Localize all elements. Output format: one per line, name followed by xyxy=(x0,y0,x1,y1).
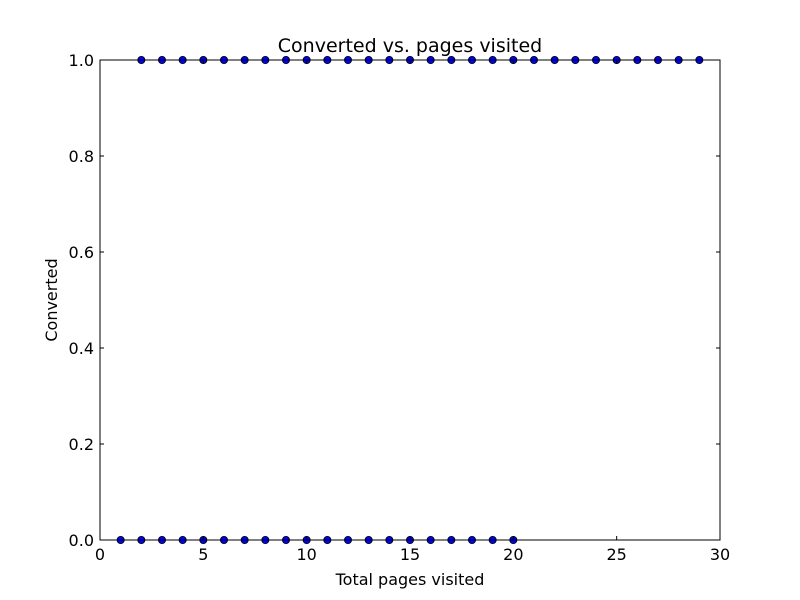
y-tick-label: 1.0 xyxy=(69,51,94,70)
x-tick-label: 30 xyxy=(710,545,730,564)
plot-area xyxy=(100,60,720,540)
x-tick-label: 25 xyxy=(606,545,626,564)
x-axis-label: Total pages visited xyxy=(335,570,485,589)
y-tick-label: 0.4 xyxy=(69,339,94,358)
y-tick-label: 0.6 xyxy=(69,243,94,262)
x-tick-label: 20 xyxy=(503,545,523,564)
plot-frame xyxy=(99,59,721,541)
y-tick-label: 0.2 xyxy=(69,435,94,454)
x-tick-label: 5 xyxy=(198,545,208,564)
x-tick-label: 15 xyxy=(400,545,420,564)
x-tick-label: 0 xyxy=(95,545,105,564)
y-tick-label: 0.0 xyxy=(69,531,94,550)
chart-title: Converted vs. pages visited xyxy=(278,35,542,57)
y-axis-label: Converted xyxy=(42,258,61,341)
labels-layer: 0 5 10 15 20 25 30 0.0 0.2 0.4 0.6 0.8 1.0 xyxy=(69,51,731,564)
x-tick-label: 10 xyxy=(296,545,316,564)
y-tick-label: 0.8 xyxy=(69,147,94,166)
